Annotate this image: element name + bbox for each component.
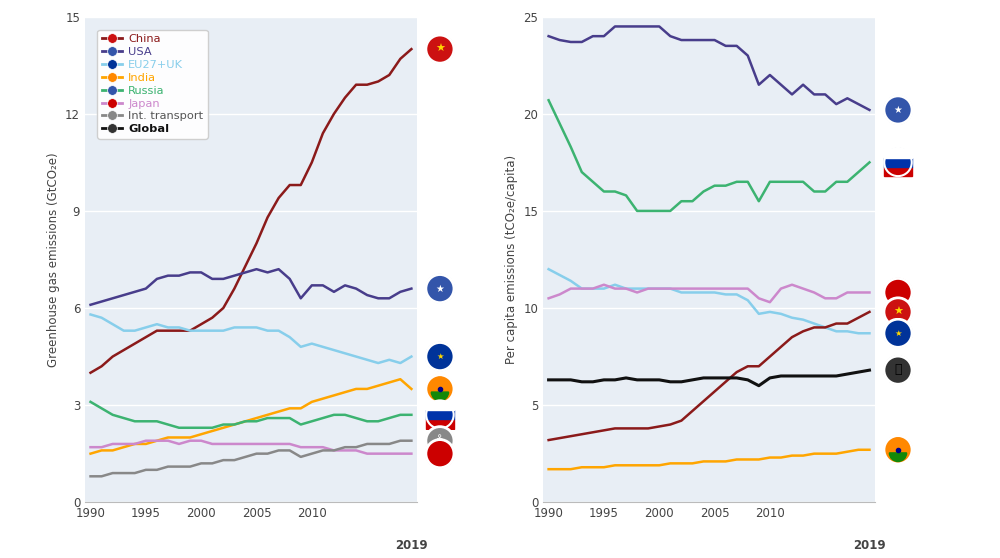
Circle shape [884,436,912,464]
Circle shape [426,275,454,302]
Text: ★: ★ [893,307,903,317]
Circle shape [426,401,454,429]
Legend: China, USA, EU27+UK, India, Russia, Japan, Int. transport, Global: China, USA, EU27+UK, India, Russia, Japa… [97,30,208,139]
Circle shape [884,96,912,124]
Wedge shape [431,392,449,401]
Y-axis label: Per capita emissions (tCO₂e/capita): Per capita emissions (tCO₂e/capita) [505,155,518,364]
Text: 🌍: 🌍 [894,363,902,376]
Circle shape [426,375,454,403]
Circle shape [426,35,454,63]
Polygon shape [426,401,454,410]
Circle shape [426,343,454,371]
Polygon shape [426,410,454,420]
Wedge shape [431,377,449,386]
Circle shape [426,427,454,455]
Circle shape [884,356,912,384]
Wedge shape [889,453,907,461]
Polygon shape [884,158,912,167]
Circle shape [884,298,912,326]
Polygon shape [884,167,912,176]
Text: 2019: 2019 [395,538,428,552]
Y-axis label: Greenhouse gas emissions (GtCO₂e): Greenhouse gas emissions (GtCO₂e) [47,152,60,367]
Circle shape [884,278,912,306]
Wedge shape [889,438,907,446]
Text: ★: ★ [436,283,444,294]
Text: ★: ★ [894,329,902,338]
Text: 2019: 2019 [853,538,886,552]
Polygon shape [884,148,912,158]
Text: ★: ★ [436,352,444,361]
Text: ★: ★ [435,44,445,54]
Polygon shape [426,420,454,429]
Circle shape [884,148,912,176]
Text: ★: ★ [894,105,902,115]
Circle shape [884,319,912,347]
Circle shape [426,440,454,468]
Text: ⚓: ⚓ [434,434,446,447]
